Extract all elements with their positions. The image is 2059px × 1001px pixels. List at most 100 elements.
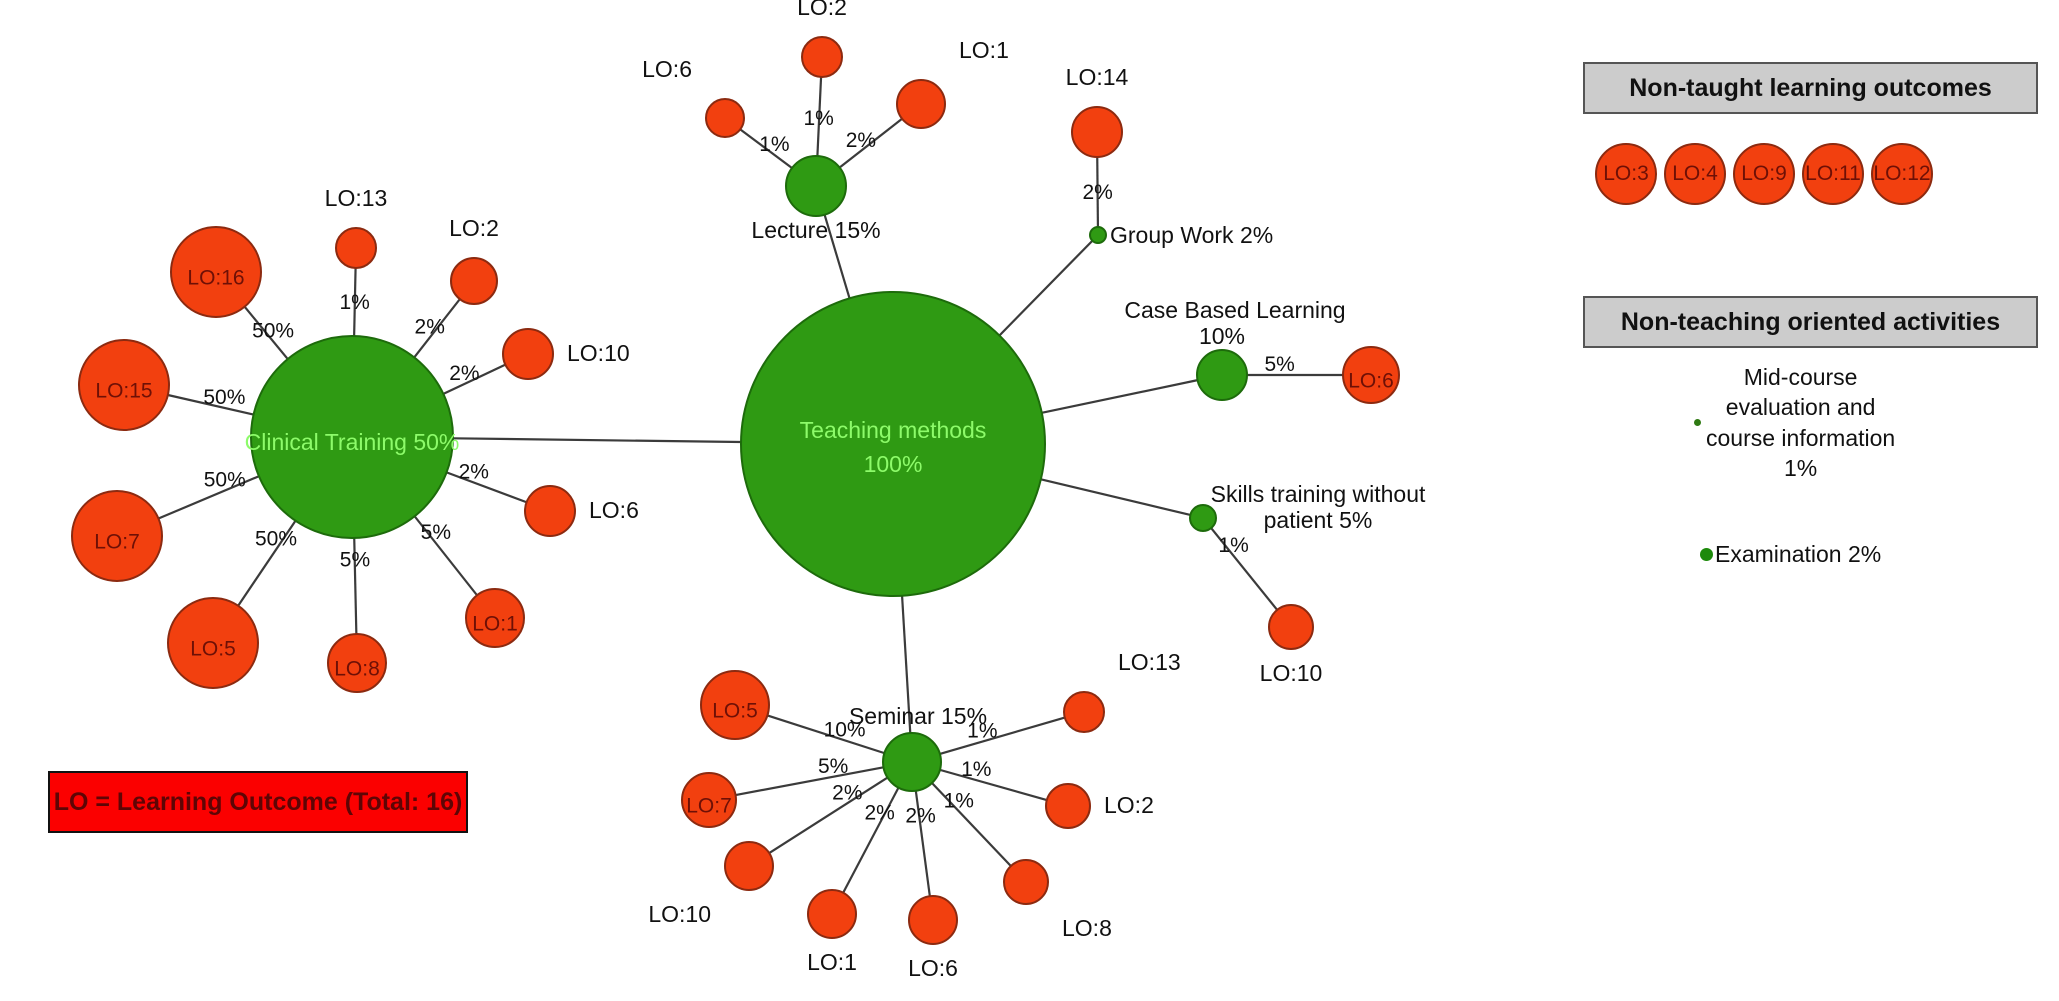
outcome-label-sem-lo13: LO:13 (1118, 649, 1181, 675)
node-ct-lo5[interactable] (167, 597, 259, 689)
edge-clinical-training-to-ct-lo8 (353, 537, 358, 635)
activity-examination-label: Examination 2% (1715, 541, 1882, 568)
edge-weight-label: 5% (1264, 353, 1294, 376)
lecture-label: Lecture 15% (751, 217, 880, 243)
legend-non-teaching-items: Mid-course evaluation and course informa… (1590, 362, 2040, 568)
node-group-work[interactable] (1089, 226, 1107, 244)
legend-lo-chip[interactable]: LO:11 (1802, 143, 1864, 205)
edge-weight-label: 2% (415, 316, 445, 339)
edge-seminar-to-sem-lo10 (768, 776, 889, 855)
node-ct-lo6[interactable] (524, 485, 576, 537)
edge-clinical-training-to-ct-lo5 (237, 520, 297, 607)
node-lec-lo1[interactable] (896, 79, 946, 129)
legend-lo-chip[interactable]: LO:12 (1871, 143, 1933, 205)
node-lec-lo2[interactable] (801, 36, 843, 78)
outcome-label-ct-lo16: LO:16 (187, 267, 244, 290)
activity-mid-course-label: Mid-course evaluation and course informa… (1706, 362, 1895, 483)
node-sem-lo8[interactable] (1003, 859, 1049, 905)
outcome-label-ct-lo1: LO:1 (472, 613, 518, 636)
node-ct-lo7[interactable] (71, 490, 163, 582)
outcome-label-sem-lo5: LO:5 (712, 700, 758, 723)
legend-lo-chip[interactable]: LO:4 (1664, 143, 1726, 205)
node-ct-lo1[interactable] (465, 588, 525, 648)
legend-lo-chip[interactable]: LO:3 (1595, 143, 1657, 205)
outcome-label-ct-lo6: LO:6 (589, 497, 639, 523)
edge-root-to-lecture (823, 214, 851, 299)
node-lec-lo6[interactable] (705, 98, 745, 138)
edge-weight-label: 2% (846, 129, 876, 152)
outcome-label-sem-lo6: LO:6 (908, 955, 958, 981)
outcome-label-sem-lo8: LO:8 (1062, 915, 1112, 941)
edge-seminar-to-sem-lo5 (767, 714, 885, 755)
outcome-label-lec-lo6: LO:6 (642, 56, 692, 82)
edge-lecture-to-lec-lo1 (838, 117, 903, 169)
outcome-label-gw-lo14: LO:14 (1066, 64, 1129, 90)
node-seminar[interactable] (882, 732, 942, 792)
outcome-label-lec-lo1: LO:1 (959, 37, 1009, 63)
node-lecture[interactable] (785, 155, 847, 217)
node-ct-lo15[interactable] (78, 339, 170, 431)
node-case-based-learning[interactable] (1196, 349, 1248, 401)
edge-clinical-training-to-ct-lo7 (158, 475, 260, 520)
outcome-label-ct-lo13: LO:13 (325, 185, 388, 211)
legend-non-taught-items: LO:3 LO:4 LO:9 LO:11 LO:12 (1595, 143, 2035, 205)
edge-seminar-to-sem-lo13 (939, 716, 1066, 755)
outcome-label-ct-lo15: LO:15 (95, 380, 152, 403)
root-label-line1: Teaching methods (800, 417, 987, 443)
node-clinical-training[interactable] (250, 335, 454, 539)
node-ct-lo10[interactable] (502, 328, 554, 380)
node-sem-lo1[interactable] (807, 889, 857, 939)
edge-clinical-training-to-ct-lo6 (446, 471, 527, 504)
node-gw-lo14[interactable] (1071, 106, 1123, 158)
edge-root-to-clinical-training (452, 437, 742, 444)
edge-weight-label: 1% (1218, 534, 1248, 557)
outcome-label-ct-lo8: LO:8 (334, 658, 380, 681)
outcome-label-ct-lo7: LO:7 (94, 531, 140, 554)
outcome-label-ct-lo5: LO:5 (190, 638, 236, 661)
node-teaching-methods[interactable] (740, 291, 1046, 597)
node-ct-lo2[interactable] (450, 257, 498, 305)
edge-weight-label: 50% (203, 386, 245, 409)
edge-weight-label: 10% (824, 718, 866, 741)
activity-examination: Examination 2% (1700, 541, 2040, 568)
edge-skills-training-to-st-lo10 (1210, 527, 1279, 611)
edge-weight-label: 2% (832, 781, 862, 804)
node-ct-lo13[interactable] (335, 227, 377, 269)
node-sem-lo6[interactable] (908, 895, 958, 945)
node-sem-lo2[interactable] (1045, 783, 1091, 829)
node-sem-lo13[interactable] (1063, 691, 1105, 733)
outcome-label-st-lo10: LO:10 (1260, 660, 1323, 686)
node-st-lo10[interactable] (1268, 604, 1314, 650)
edge-weight-label: 50% (255, 528, 297, 551)
edge-weight-label: 1% (803, 107, 833, 130)
group-work-label: Group Work 2% (1110, 222, 1273, 248)
edge-weight-label: 2% (459, 461, 489, 484)
edge-clinical-training-to-ct-lo16 (243, 306, 289, 360)
node-sem-lo5[interactable] (700, 670, 770, 740)
edge-weight-label: 50% (204, 469, 246, 492)
edge-clinical-training-to-ct-lo1 (413, 515, 478, 596)
root-label-line2: 100% (864, 451, 923, 477)
edge-weight-label: 50% (252, 319, 294, 342)
node-ct-lo16[interactable] (170, 226, 262, 318)
edge-clinical-training-to-ct-lo15 (167, 393, 254, 416)
node-sem-lo7[interactable] (681, 772, 737, 828)
node-sem-lo10[interactable] (724, 841, 774, 891)
legend-lo-chip[interactable]: LO:9 (1733, 143, 1795, 205)
node-cbl-lo6[interactable] (1342, 346, 1400, 404)
outcome-label-ct-lo10: LO:10 (567, 340, 630, 366)
node-ct-lo8[interactable] (327, 633, 387, 693)
case-based-learning-label-line2: 10% (1199, 323, 1245, 349)
outcome-label-ct-lo2: LO:2 (449, 215, 499, 241)
legend-non-teaching-header: Non-teaching oriented activities (1583, 296, 2038, 348)
node-skills-training[interactable] (1189, 504, 1217, 532)
activity-line-4: 1% (1783, 455, 1818, 482)
edge-seminar-to-sem-lo7 (735, 766, 884, 797)
nodes-layer (71, 36, 1400, 945)
edge-clinical-training-to-ct-lo2 (413, 298, 461, 359)
edge-clinical-training-to-ct-lo13 (353, 267, 357, 337)
green-dot-icon (1700, 548, 1713, 562)
outcome-label-cbl-lo6: LO:6 (1348, 370, 1394, 393)
outcome-label-sem-lo1: LO:1 (807, 949, 857, 975)
